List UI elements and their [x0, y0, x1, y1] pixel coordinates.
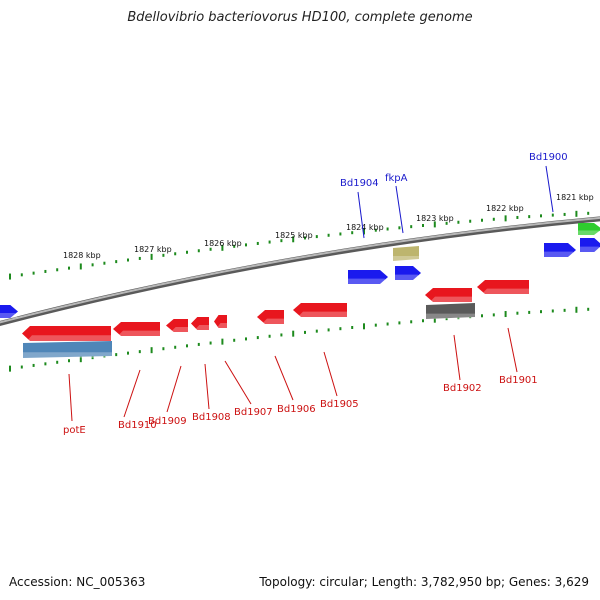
outer-ruler [9, 210, 590, 280]
ruler-label-1821: 1821 kbp [556, 193, 594, 202]
gene-arrow-bd1902-gray-body [426, 303, 475, 319]
gene-arrow-pote-body [22, 326, 111, 341]
gene-arrow-bd1906-body [257, 310, 284, 324]
gene-arrow-bd1902[interactable] [425, 288, 472, 302]
gene-arrow-bd1901[interactable] [477, 280, 529, 294]
gene-arrow-bd1902-gray[interactable] [426, 303, 475, 319]
gene-arrow-green[interactable] [578, 223, 600, 235]
gene-arrow-fkpa-partner-shade [395, 274, 421, 280]
gene-label-bd1910[interactable]: Bd1910 [118, 420, 157, 431]
gene-arrow-fkpa-partner[interactable] [395, 266, 421, 280]
gene-arrow-fkpa-shade [393, 256, 419, 261]
outer-ruler-labels: 1821 kbp 1822 kbp 1823 kbp 1824 kbp 1825… [63, 193, 594, 260]
gene-arrow-bd1907[interactable] [214, 315, 227, 328]
callout-line-bd1905 [323, 351, 338, 397]
gene-label-fkpa[interactable]: fkpA [385, 173, 408, 184]
ruler-label-1827: 1827 kbp [134, 245, 172, 254]
ruler-label-1822: 1822 kbp [486, 204, 524, 213]
gene-label-bd1907[interactable]: Bd1907 [234, 407, 273, 418]
gene-arrow-fkpa-partner-body [395, 266, 421, 280]
gene-callouts [68, 165, 554, 422]
gene-features [0, 223, 600, 358]
gene-label-pote[interactable]: potE [63, 425, 86, 436]
callout-line-bd1902 [453, 334, 461, 381]
gene-arrow-bd1904[interactable] [348, 270, 388, 284]
gene-arrow-1900-partner-shade [580, 246, 600, 252]
gene-arrow-bd1904-body [348, 270, 388, 284]
ruler-label-1823: 1823 kbp [416, 214, 454, 223]
callout-line-bd1904 [357, 191, 365, 239]
gene-arrow-bd1907-body [214, 315, 227, 328]
callout-line-bd1910 [123, 369, 141, 418]
gene-arrow-bd1902-shade [429, 296, 472, 302]
gene-arrow-left-edge-body [0, 305, 18, 318]
gene-arrow-bd1910-body [113, 322, 160, 336]
callout-line-bd1901 [507, 327, 518, 373]
gene-arrow-bd1908-body [191, 317, 209, 330]
callout-line-fkpa [395, 185, 404, 234]
gene-label-bd1904[interactable]: Bd1904 [340, 178, 379, 189]
gene-arrow-pote[interactable] [22, 326, 111, 341]
gene-arrow-pote-steel-body [23, 341, 112, 358]
callout-line-bd1906 [274, 355, 294, 401]
ruler-label-1825: 1825 kbp [275, 231, 313, 240]
gene-arrow-bd1900[interactable] [544, 243, 576, 257]
genome-stats-text: Topology: circular; Length: 3,782,950 bp… [259, 575, 589, 589]
callout-line-bd1900 [545, 165, 554, 213]
gene-arrow-bd1901-shade [481, 288, 529, 294]
gene-label-bd1902[interactable]: Bd1902 [443, 383, 482, 394]
callout-line-bd1907 [224, 360, 252, 405]
gene-arrow-bd1909-shade [170, 327, 188, 332]
gene-arrow-bd1909-body [166, 319, 188, 332]
gene-arrow-bd1902-gray-shade [426, 313, 475, 319]
gene-label-bd1906[interactable]: Bd1906 [277, 404, 316, 415]
gene-arrow-bd1909[interactable] [166, 319, 188, 332]
forward-gene-labels: Bd1900 fkpA Bd1904 [340, 152, 568, 189]
gene-arrow-bd1902-body [425, 288, 472, 302]
gene-arrow-fkpa-body [393, 246, 419, 261]
chromosome-backbone [0, 216, 600, 327]
accession-text: Accession: NC_005363 [9, 575, 146, 589]
gene-label-bd1901[interactable]: Bd1901 [499, 375, 538, 386]
callout-line-bd1908 [204, 363, 210, 410]
gene-arrow-bd1910-shade [117, 330, 160, 336]
callout-line-bd1909 [166, 365, 182, 413]
gene-arrow-bd1905-body [293, 303, 347, 317]
gene-label-bd1900[interactable]: Bd1900 [529, 152, 568, 163]
gene-arrow-pote-steel-shade [23, 352, 112, 358]
gene-arrow-bd1904-shade [348, 278, 388, 284]
ruler-label-1826: 1826 kbp [204, 239, 242, 248]
gene-arrow-pote-shade [26, 335, 111, 341]
gene-arrow-green-body [578, 223, 600, 235]
gene-arrow-green-shade [578, 230, 600, 235]
gene-arrow-bd1900-body [544, 243, 576, 257]
gene-arrow-bd1910[interactable] [113, 322, 160, 336]
gene-arrow-bd1908[interactable] [191, 317, 209, 330]
gene-arrow-1900-partner-body [580, 238, 600, 252]
gene-arrow-pote-steel[interactable] [23, 341, 112, 358]
gene-arrow-bd1906-shade [261, 318, 284, 324]
callout-line-pote [68, 373, 73, 422]
genome-title: Bdellovibrio bacteriovorus HD100, comple… [127, 10, 473, 25]
gene-label-bd1908[interactable]: Bd1908 [192, 412, 231, 423]
gene-arrow-bd1908-shade [194, 325, 209, 330]
gene-arrow-1900-partner[interactable] [580, 238, 600, 252]
gene-arrow-bd1900-shade [544, 251, 576, 257]
ruler-label-1828: 1828 kbp [63, 251, 101, 260]
gene-arrow-left-edge[interactable] [0, 305, 18, 318]
gene-arrow-left-edge-shade [0, 313, 18, 318]
gene-label-bd1905[interactable]: Bd1905 [320, 399, 359, 410]
reverse-gene-labels: Bd1901 Bd1902 Bd1905 Bd1906 Bd1907 Bd190… [63, 375, 538, 436]
gene-arrow-bd1906[interactable] [257, 310, 284, 324]
ruler-label-1824: 1824 kbp [346, 223, 384, 232]
gene-arrow-bd1901-body [477, 280, 529, 294]
gene-arrow-fkpa[interactable] [393, 246, 419, 261]
gene-arrow-bd1905[interactable] [293, 303, 347, 317]
gene-arrow-bd1905-shade [297, 311, 347, 317]
gene-arrow-bd1907-shade [216, 323, 227, 328]
gene-label-bd1909[interactable]: Bd1909 [148, 416, 187, 427]
